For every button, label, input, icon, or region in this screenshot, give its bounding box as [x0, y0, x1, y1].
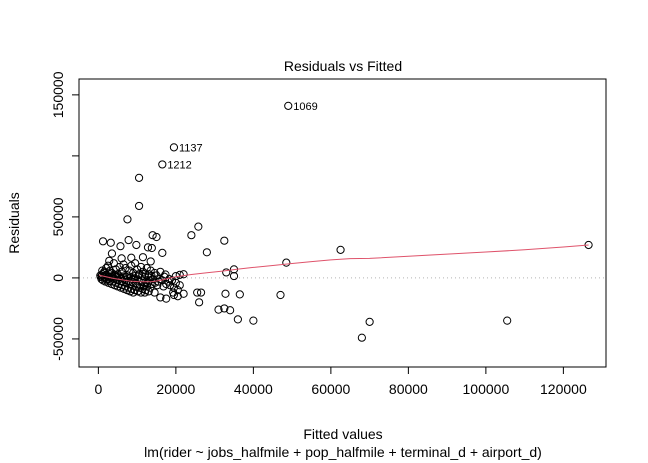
data-point [226, 306, 235, 315]
data-point [235, 290, 244, 299]
data-point [233, 315, 242, 324]
chart-title: Residuals vs Fitted [284, 58, 402, 74]
data-point [179, 270, 188, 279]
data-point [115, 273, 125, 282]
data-point [148, 231, 157, 240]
data-point [156, 293, 165, 302]
data-point [175, 281, 184, 290]
data-point [100, 274, 110, 283]
data-point [144, 287, 153, 296]
data-point [193, 288, 202, 297]
data-point [276, 290, 285, 300]
data-point [229, 271, 239, 281]
y-axis: -50000 0 50000 150000 [50, 71, 80, 361]
model-formula-subtitle: lm(rider ~ jobs_halfmile + pop_halfmile … [144, 444, 542, 460]
data-point [194, 222, 203, 231]
data-point [124, 274, 133, 283]
point-label: 1212 [167, 159, 191, 171]
data-point [158, 160, 167, 169]
y-axis-label: Residuals [6, 192, 22, 253]
data-point [175, 270, 184, 279]
data-point [173, 286, 182, 295]
x-tick-label: 40000 [234, 381, 273, 397]
data-point [152, 232, 161, 242]
data-point [120, 273, 129, 282]
data-point [105, 256, 114, 265]
data-point [158, 248, 167, 257]
data-point [150, 288, 159, 297]
plot-frame [78, 78, 607, 368]
smooth-trend-line [99, 244, 589, 283]
point-labels: 1069 1137 1212 [167, 101, 317, 172]
data-point [134, 201, 144, 211]
data-point [124, 235, 133, 245]
data-point [214, 305, 223, 314]
data-point [336, 245, 345, 254]
data-point [122, 278, 131, 287]
data-point [123, 215, 132, 224]
point-label: 1137 [179, 142, 203, 154]
y-tick-label: 150000 [50, 71, 66, 118]
x-tick-label: 0 [94, 381, 102, 397]
data-point [249, 316, 258, 325]
data-point [131, 259, 140, 268]
data-point [169, 143, 179, 152]
data-point [127, 253, 136, 262]
data-point [136, 288, 146, 297]
data-point [222, 268, 231, 277]
data-point [107, 249, 117, 258]
x-tick-label: 100000 [463, 381, 510, 397]
data-point [138, 253, 148, 262]
data-point [109, 259, 118, 268]
data-point [155, 275, 164, 284]
data-point [116, 242, 125, 251]
data-point [134, 173, 144, 182]
data-point [106, 238, 115, 247]
data-point [284, 101, 293, 110]
data-point [220, 236, 229, 245]
data-point [96, 272, 105, 282]
point-label: 1069 [293, 101, 317, 113]
data-point [159, 282, 168, 291]
data-point [146, 257, 155, 266]
data-point [220, 304, 229, 313]
data-point [111, 271, 120, 281]
data-point [169, 288, 178, 297]
data-point [102, 270, 111, 279]
data-point [147, 271, 156, 280]
x-tick-label: 20000 [156, 381, 195, 397]
data-point [98, 266, 107, 275]
data-point [117, 254, 126, 263]
x-tick-label: 60000 [311, 381, 350, 397]
data-point [147, 243, 156, 253]
x-axis-label: Fitted values [303, 426, 382, 442]
data-point [195, 298, 204, 307]
data-point [221, 289, 230, 298]
data-point [136, 262, 146, 272]
data-point [196, 288, 206, 297]
data-point [187, 231, 196, 240]
data-point [98, 237, 108, 246]
data-point [132, 240, 141, 250]
data-point [503, 316, 512, 325]
y-tick-label: 50000 [50, 197, 66, 236]
x-axis: 0 20000 40000 60000 80000 100000 120000 [94, 366, 587, 397]
data-point [202, 248, 211, 257]
data-point [104, 275, 113, 284]
data-point [282, 258, 291, 267]
y-tick-label: 0 [50, 274, 66, 282]
y-tick-label: -50000 [50, 317, 66, 361]
x-tick-label: 120000 [540, 381, 587, 397]
data-points [96, 101, 593, 342]
data-point [162, 294, 171, 303]
data-point [143, 243, 153, 252]
data-point [365, 317, 374, 326]
data-point [357, 333, 366, 342]
x-tick-label: 80000 [389, 381, 428, 397]
data-point [126, 279, 135, 288]
